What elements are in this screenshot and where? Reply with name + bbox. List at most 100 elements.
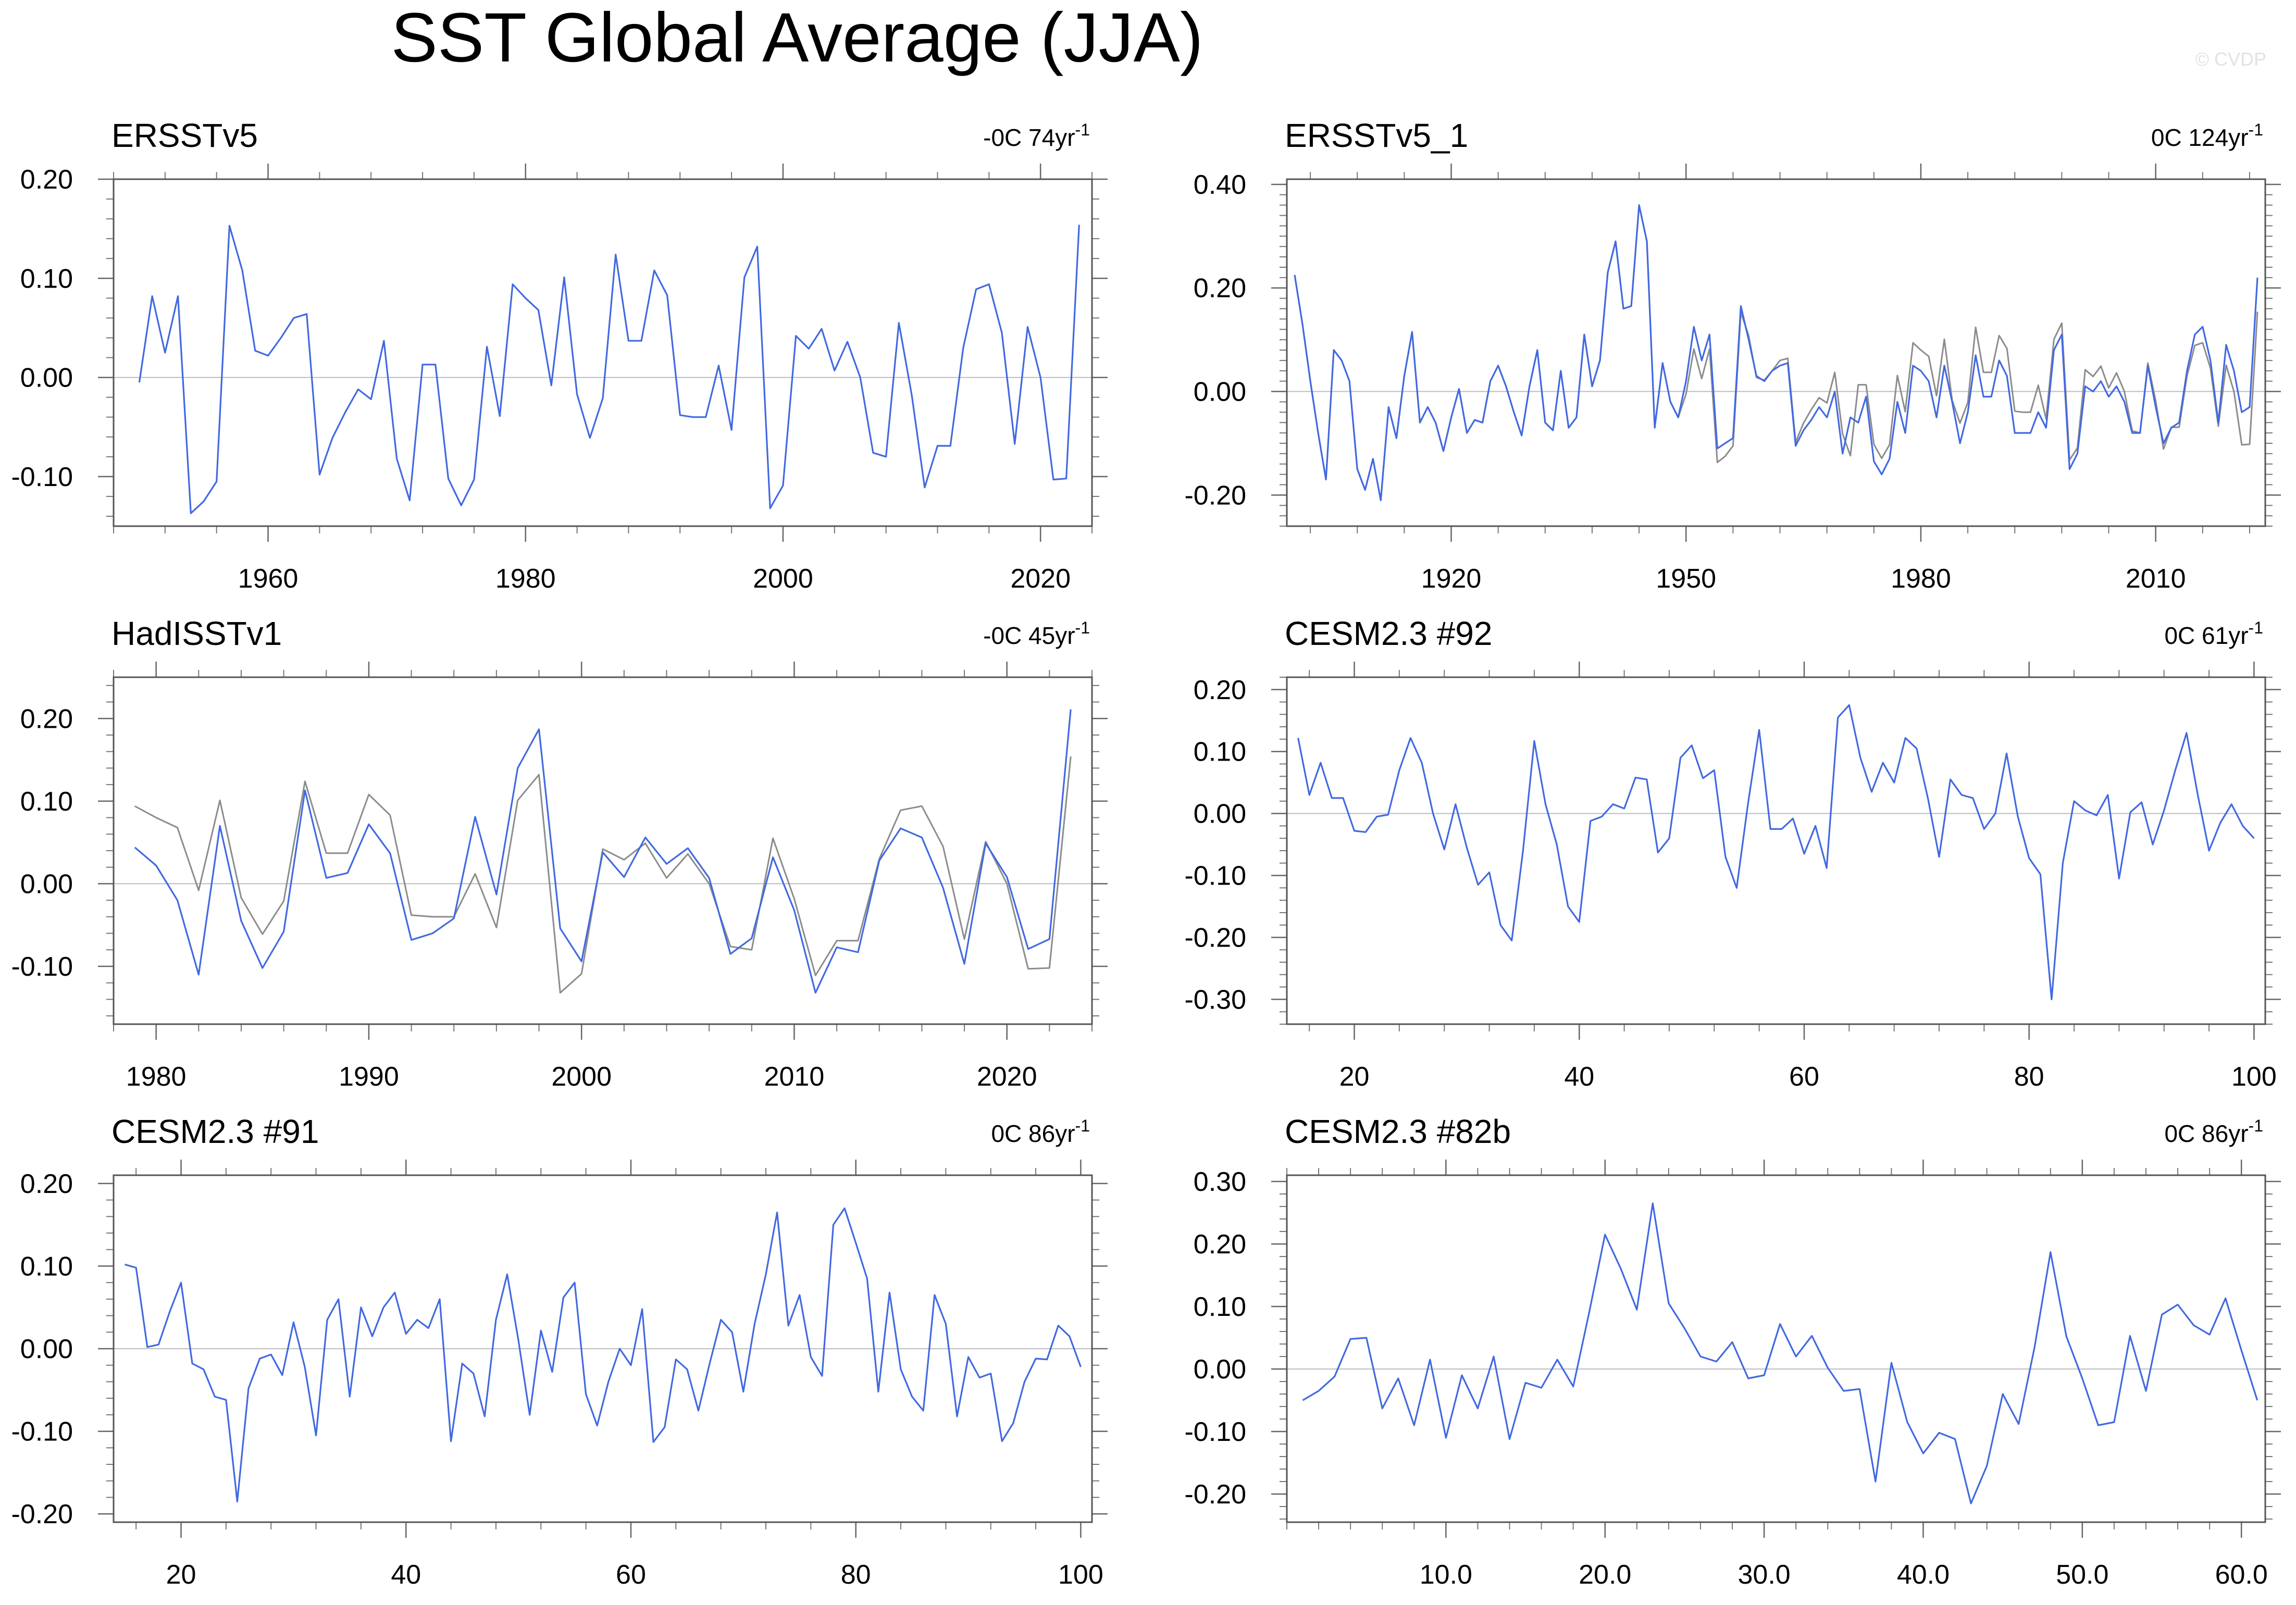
trend-exponent: -1	[2249, 1116, 2263, 1135]
y-tick-label: -0.20	[1184, 480, 1246, 511]
panel-1: ERSSTv5 -0C 74yr-1 0.20 0.10 0.00 -0.10 1960 19…	[11, 117, 1108, 594]
panel-6: CESM2.3 #82b 0C 86yr-1 0.30 0.20 0.10 0.00 -0.…	[1184, 1113, 2281, 1590]
x-tick-label: 30.0	[1737, 1560, 1790, 1590]
x-tick-label: 40	[1564, 1062, 1594, 1092]
y-tick-label: -0.10	[11, 462, 73, 492]
plot-frame	[1286, 178, 2266, 527]
trend-label: -0C 74yr-1	[983, 120, 1090, 151]
x-tick-label: 1980	[126, 1062, 187, 1092]
trend-text: -0C 74yr	[983, 124, 1075, 151]
series-line-reference	[1294, 204, 2258, 501]
x-tick-label: 40.0	[1897, 1560, 1950, 1590]
y-tick-label: 0.10	[20, 264, 73, 294]
panel-title: CESM2.3 #91	[111, 1113, 319, 1150]
y-tick-label: -0.10	[11, 952, 73, 982]
y-tick-label: 0.00	[20, 1334, 73, 1364]
x-tick-label: 60	[1789, 1062, 1819, 1092]
x-tick-label: 1960	[238, 564, 299, 594]
main-title: SST Global Average (JJA)	[391, 0, 1203, 77]
trend-label: 0C 124yr-1	[2151, 120, 2263, 151]
y-tick-label: 0.20	[1194, 675, 1246, 705]
y-tick-label: -0.20	[1184, 1479, 1246, 1510]
trend-exponent: -1	[1075, 618, 1090, 637]
x-tick-label: 10.0	[1420, 1560, 1472, 1590]
series-line-primary	[138, 225, 1080, 514]
panel-title: HadISSTv1	[111, 615, 282, 652]
plot-frame	[1286, 676, 2266, 1025]
y-tick-label: -0.10	[1184, 861, 1246, 891]
y-tick-label: 0.00	[20, 869, 73, 899]
trend-text: 0C 86yr	[2164, 1120, 2248, 1147]
plot-frame	[1286, 1174, 2266, 1523]
x-tick-label: 100	[2231, 1062, 2277, 1092]
panel-title: CESM2.3 #92	[1285, 615, 1492, 652]
trend-exponent: -1	[2249, 120, 2263, 139]
x-tick-label: 2000	[551, 1062, 612, 1092]
x-tick-label: 2020	[1010, 564, 1071, 594]
x-tick-label: 80	[841, 1560, 871, 1590]
series-line-primary	[125, 1207, 1082, 1502]
y-tick-label: 0.20	[20, 165, 73, 195]
series-line-primary	[1294, 204, 2258, 501]
trend-exponent: -1	[2249, 618, 2263, 637]
panel-title: ERSSTv5	[111, 117, 258, 154]
trend-label: -0C 45yr-1	[983, 618, 1090, 649]
panel-3: HadISSTv1 -0C 45yr-1 0.20 0.10 0.00 -0.10 1980…	[11, 615, 1108, 1092]
y-tick-label: 0.00	[1194, 799, 1246, 829]
y-tick-label: 0.20	[20, 704, 73, 734]
panel-2: ERSSTv5_1 0C 124yr-1 0.40 0.20 0.00 -0.20 1920…	[1184, 117, 2281, 594]
y-tick-label: 0.20	[20, 1169, 73, 1199]
trend-text: 0C 86yr	[991, 1120, 1075, 1147]
y-tick-label: -0.20	[11, 1499, 73, 1529]
plot-frame	[113, 676, 1093, 1025]
y-tick-label: -0.30	[1184, 985, 1246, 1015]
y-tick-label: 0.00	[20, 363, 73, 393]
trend-label: 0C 61yr-1	[2164, 618, 2263, 649]
y-tick-label: 0.10	[20, 787, 73, 817]
panel-4: CESM2.3 #92 0C 61yr-1 0.20 0.10 0.00 -0.10 -0.…	[1184, 615, 2281, 1092]
y-tick-label: 0.00	[1194, 377, 1246, 407]
trend-text: 0C 124yr	[2151, 124, 2249, 151]
trend-text: -0C 45yr	[983, 622, 1075, 649]
y-tick-label: 0.10	[1194, 1292, 1246, 1322]
y-tick-label: 0.10	[1194, 737, 1246, 767]
y-tick-label: -0.10	[1184, 1417, 1246, 1447]
panel-5: CESM2.3 #91 0C 86yr-1 0.20 0.10 0.00 -0.10 -0.…	[11, 1113, 1108, 1590]
trend-text: 0C 61yr	[2164, 622, 2248, 649]
trend-label: 0C 86yr-1	[2164, 1116, 2263, 1147]
series-line-reference	[134, 756, 1072, 994]
series-line-primary	[134, 709, 1072, 994]
x-tick-label: 20	[166, 1560, 196, 1590]
x-tick-label: 1980	[495, 564, 556, 594]
x-tick-label: 2020	[977, 1062, 1037, 1092]
trend-exponent: -1	[1075, 1116, 1090, 1135]
x-tick-label: 1950	[1656, 564, 1716, 594]
y-tick-label: 0.20	[1194, 1229, 1246, 1260]
y-tick-label: 0.20	[1194, 273, 1246, 304]
y-tick-label: -0.10	[11, 1417, 73, 1447]
y-tick-label: 0.40	[1194, 170, 1246, 200]
x-tick-label: 20.0	[1579, 1560, 1631, 1590]
x-tick-label: 1990	[339, 1062, 399, 1092]
trend-label: 0C 86yr-1	[991, 1116, 1090, 1147]
y-tick-label: 0.30	[1194, 1167, 1246, 1197]
y-tick-label: -0.20	[1184, 923, 1246, 953]
panel-title: ERSSTv5_1	[1285, 117, 1468, 154]
x-tick-label: 50.0	[2056, 1560, 2108, 1590]
copyright-notice: © CVDP	[2195, 48, 2266, 70]
x-tick-label: 2000	[753, 564, 813, 594]
x-tick-label: 1980	[1891, 564, 1951, 594]
trend-exponent: -1	[1075, 120, 1090, 139]
x-tick-label: 1920	[1421, 564, 1482, 594]
x-tick-label: 2010	[2126, 564, 2186, 594]
x-tick-label: 80	[2014, 1062, 2044, 1092]
x-tick-label: 20	[1339, 1062, 1370, 1092]
x-tick-label: 2010	[764, 1062, 825, 1092]
y-tick-label: 0.00	[1194, 1354, 1246, 1385]
x-tick-label: 60	[616, 1560, 646, 1590]
series-line-primary	[1297, 704, 2255, 1001]
x-tick-label: 60.0	[2215, 1560, 2268, 1590]
y-tick-label: 0.10	[20, 1251, 73, 1281]
